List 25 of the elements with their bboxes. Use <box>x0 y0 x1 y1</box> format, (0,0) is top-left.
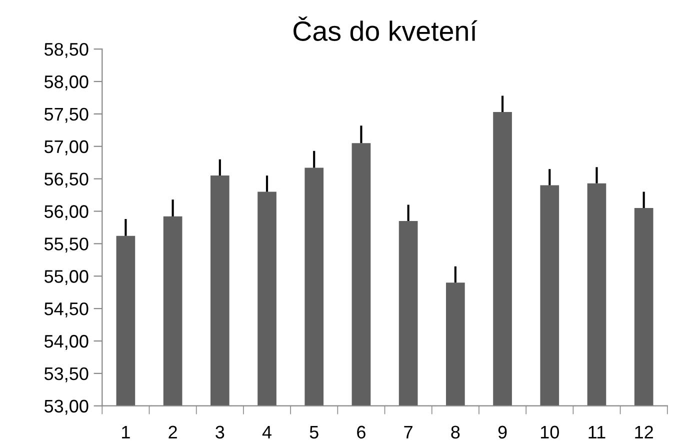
y-tick-label: 58,00 <box>44 75 88 90</box>
x-tick-label: 1 <box>122 426 130 438</box>
x-tick-label: 6 <box>357 426 366 439</box>
y-tick-label: 54,00 <box>44 334 88 350</box>
x-tick-label: 5 <box>310 426 318 439</box>
x-tick-label: 11 <box>588 426 606 438</box>
x-tick-label: 7 <box>404 426 412 438</box>
x-tick-label: 9 <box>498 426 507 439</box>
x-tick-label: 8 <box>451 426 460 439</box>
y-tick-label: 53,00 <box>44 400 88 415</box>
y-tick-label: 56,00 <box>44 205 88 220</box>
y-tick-label: 57,50 <box>44 108 88 123</box>
y-tick-label: 55,50 <box>44 238 88 253</box>
x-tick-label: 4 <box>262 426 272 438</box>
x-tick-label: 3 <box>216 426 224 439</box>
chart-title: Čas do kvetení <box>294 16 478 41</box>
y-tick-label: 57,00 <box>44 140 88 156</box>
y-tick-label: 58,50 <box>44 42 88 58</box>
y-tick-label: 55,00 <box>44 270 88 285</box>
x-tick-label: 12 <box>635 426 653 438</box>
y-tick-label: 54,50 <box>44 302 88 318</box>
y-tick-label: 53,50 <box>44 367 88 382</box>
x-tick-label: 10 <box>540 426 559 439</box>
y-tick-label: 56,50 <box>44 172 88 188</box>
x-tick-label: 2 <box>168 426 177 438</box>
